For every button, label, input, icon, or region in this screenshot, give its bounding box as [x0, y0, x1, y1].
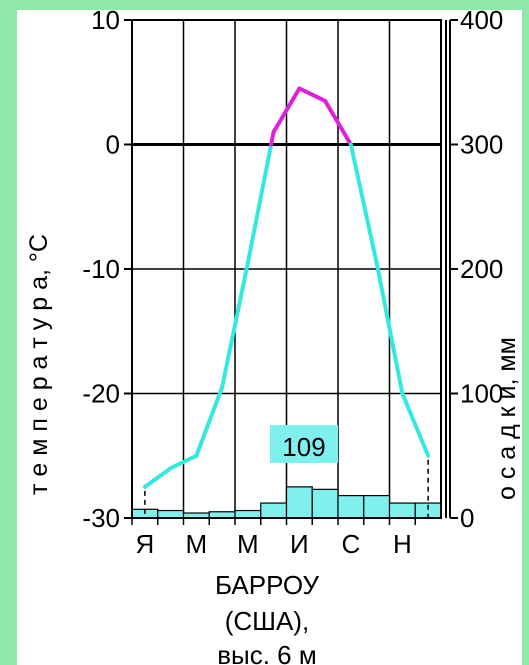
temperature-segment-cold	[142, 466, 173, 489]
temperature-segment-warm	[269, 130, 276, 147]
month-label: Н	[393, 529, 412, 559]
station-name: БАРРОУ	[215, 570, 320, 600]
precipitation-bar	[363, 494, 391, 519]
month-label: М	[186, 529, 208, 559]
temperature-segment-warm	[323, 98, 353, 147]
chart-frame: -30 -20 -10 0 10 0 100 200 300 400 Я М М И С Н 109 т е …	[17, 10, 522, 665]
temperature-line	[142, 86, 431, 518]
precipitation-bar	[234, 509, 262, 519]
precipitation-bar	[337, 494, 365, 519]
station-label: БАРРОУ (США), выс. 6 м	[215, 570, 320, 665]
month-label: С	[341, 529, 360, 559]
precipitation-bar	[311, 488, 339, 519]
station-country: (США),	[225, 606, 310, 636]
precipitation-bar	[388, 502, 416, 519]
precipitation-bar	[260, 502, 288, 519]
left-tick-label: 0	[106, 130, 120, 160]
station-elevation: выс. 6 м	[217, 640, 317, 665]
temperature-segment-cold	[194, 385, 225, 458]
grid	[132, 20, 441, 518]
right-tick-label: 200	[460, 254, 503, 284]
annual-precipitation-box: 109	[270, 425, 338, 463]
right-tick-label: 300	[460, 130, 503, 160]
temperature-segment-cold	[168, 453, 199, 471]
annual-precipitation-box-bg	[270, 425, 338, 463]
left-tick-label: -30	[82, 503, 120, 533]
temperature-segment-cold	[400, 391, 431, 458]
left-tick-label: -20	[82, 379, 120, 409]
temperature-segment-cold	[348, 142, 379, 265]
temperature-segment-warm	[297, 86, 328, 103]
precipitation-bar	[157, 509, 185, 519]
month-label: И	[290, 529, 309, 559]
precipitation-bar	[285, 486, 313, 519]
precipitation-bars	[131, 486, 442, 519]
month-label: Я	[135, 529, 154, 559]
left-axis-label: т е м п е р а т у р а, °С	[25, 234, 53, 495]
temperature-segment-cold	[374, 260, 405, 396]
right-tick-label: 400	[460, 10, 503, 35]
annual-precipitation-value: 109	[282, 432, 325, 462]
left-tick-label: -10	[82, 254, 120, 284]
right-tick-label: 100	[460, 379, 503, 409]
right-tick-label: 0	[460, 503, 474, 533]
left-tick-label: 10	[91, 10, 120, 35]
temperature-segment-cold	[245, 142, 274, 265]
month-label: М	[237, 529, 259, 559]
right-axis-label: о с а д к и, мм	[493, 337, 521, 500]
temperature-segment-cold	[220, 260, 250, 390]
temperature-segment-warm	[271, 86, 302, 135]
